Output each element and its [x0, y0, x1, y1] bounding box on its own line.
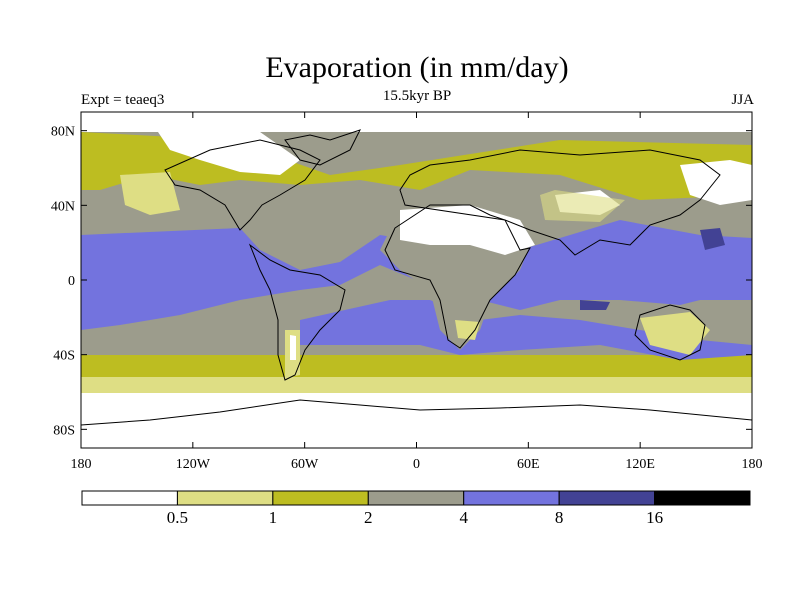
antarctica-coast	[81, 399, 752, 426]
colorbar-swatch	[463, 490, 560, 506]
colorbar-swatch	[176, 490, 274, 506]
x-tick-label: 180	[742, 457, 763, 472]
y-axis: 80N 40N 0 40S 80S	[51, 125, 752, 438]
colorbar-level-label: 1	[269, 508, 278, 527]
andes-white	[290, 335, 296, 360]
chart-title: Evaporation (in mm/day)	[265, 51, 569, 84]
indian-ocean-dark	[580, 300, 610, 310]
south-ocean-blue	[300, 300, 752, 360]
sahara-arabia-white	[400, 205, 535, 255]
colorbar-swatch	[558, 490, 656, 506]
x-tick-label: 120E	[625, 457, 655, 472]
colorbar-level-label: 4	[459, 508, 468, 527]
north-america-coast	[164, 139, 321, 231]
colorbar-level-label: 0.5	[167, 508, 188, 527]
colorbar-swatch	[272, 490, 369, 506]
australia-coast	[634, 304, 706, 361]
colorbar-level-label: 2	[364, 508, 373, 527]
south-america-coast	[248, 243, 346, 381]
africa-field	[380, 228, 530, 350]
y-tick-label: 80S	[53, 423, 75, 438]
x-tick-label: 60E	[517, 457, 540, 472]
x-tick-label: 60W	[291, 457, 319, 472]
east-asia-white	[680, 160, 752, 205]
pacific-dark	[700, 228, 725, 250]
eurasia-coast	[399, 149, 721, 256]
y-tick-label: 80N	[51, 125, 75, 140]
y-tick-label: 0	[68, 274, 75, 289]
colorbar: 0.5 1 2 4 8 16	[81, 490, 751, 527]
coastlines	[81, 129, 752, 426]
colorbar-swatch	[367, 490, 465, 506]
x-tick-label: 120W	[176, 457, 211, 472]
colorbar-swatch	[81, 490, 178, 506]
x-tick-label: 180	[71, 457, 92, 472]
africa-coast	[384, 204, 531, 349]
x-tick-label: 0	[413, 457, 420, 472]
australia-pale	[640, 312, 710, 355]
greenland-coast	[284, 129, 361, 166]
southern-pale-band	[81, 375, 752, 393]
antarctic-band	[81, 390, 752, 448]
colorbar-swatch	[654, 490, 751, 506]
evaporation-field	[81, 112, 752, 448]
y-tick-label: 40N	[51, 199, 75, 214]
chart-subtitle: 15.5kyr BP	[382, 88, 452, 104]
y-tick-label: 40S	[53, 349, 75, 364]
central-asia-pale	[540, 190, 625, 222]
colorbar-level-label: 16	[646, 508, 663, 527]
colorbar-level-label: 8	[555, 508, 564, 527]
experiment-label: Expt = teaeq3	[81, 92, 165, 108]
southern-africa-pale	[455, 320, 480, 340]
x-axis: 180 120W 60W 0 60E 120E 180	[71, 112, 763, 472]
north-pacific-pale	[120, 172, 180, 215]
southern-olive-band	[81, 355, 752, 377]
season-label: JJA	[731, 92, 754, 108]
